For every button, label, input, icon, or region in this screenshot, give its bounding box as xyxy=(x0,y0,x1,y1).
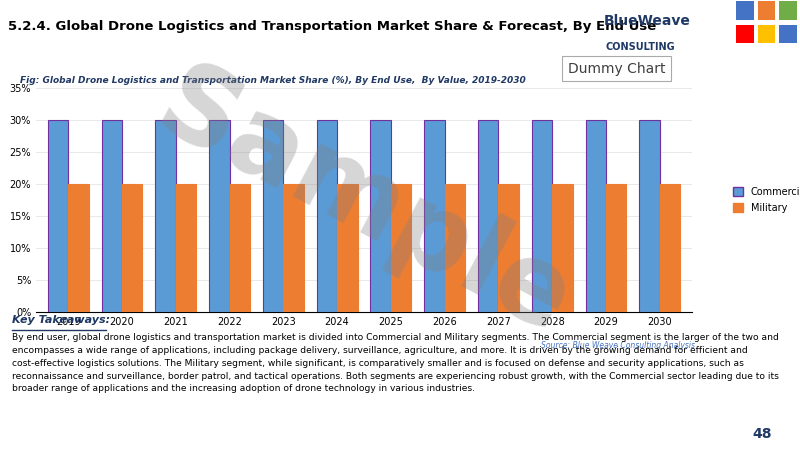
Bar xyxy=(552,184,573,312)
Bar xyxy=(779,1,797,19)
Bar xyxy=(209,120,230,312)
Bar xyxy=(283,184,304,312)
Bar xyxy=(779,25,797,43)
Bar xyxy=(478,120,498,312)
Text: CONSULTING: CONSULTING xyxy=(606,42,675,53)
Bar xyxy=(532,120,552,312)
Bar xyxy=(736,1,754,19)
Bar xyxy=(337,184,358,312)
Bar xyxy=(445,184,465,312)
Bar xyxy=(317,120,337,312)
Bar xyxy=(639,120,660,312)
Text: Source: Blue Weave Consulting Analysis: Source: Blue Weave Consulting Analysis xyxy=(542,341,695,350)
Text: www.blueweaveconsulting.com: www.blueweaveconsulting.com xyxy=(263,428,461,440)
Bar xyxy=(424,120,445,312)
Bar xyxy=(230,184,250,312)
Text: BlueWeave: BlueWeave xyxy=(604,14,691,28)
Bar xyxy=(758,1,775,19)
Bar xyxy=(68,184,89,312)
Text: Dummy Chart: Dummy Chart xyxy=(568,62,666,76)
Bar xyxy=(122,184,142,312)
Bar xyxy=(606,184,626,312)
Bar xyxy=(370,120,391,312)
Bar xyxy=(660,184,680,312)
Bar xyxy=(586,120,606,312)
Text: 48: 48 xyxy=(752,427,772,441)
Bar xyxy=(391,184,411,312)
Text: Sample: Sample xyxy=(139,51,589,358)
Bar xyxy=(176,184,196,312)
Legend: Commercial, Military: Commercial, Military xyxy=(730,184,800,216)
Bar xyxy=(758,25,775,43)
Text: Key Takeaways:: Key Takeaways: xyxy=(12,315,110,325)
Bar xyxy=(155,120,176,312)
Bar xyxy=(263,120,283,312)
Bar xyxy=(102,120,122,312)
Text: 5.2.4. Global Drone Logistics and Transportation Market Share & Forecast, By End: 5.2.4. Global Drone Logistics and Transp… xyxy=(8,20,656,33)
Bar xyxy=(48,120,68,312)
Text: Fig: Global Drone Logistics and Transportation Market Share (%), By End Use,  By: Fig: Global Drone Logistics and Transpor… xyxy=(19,76,526,85)
Bar xyxy=(498,184,519,312)
Bar xyxy=(736,25,754,43)
Text: By end user, global drone logistics and transportation market is divided into Co: By end user, global drone logistics and … xyxy=(12,333,778,393)
